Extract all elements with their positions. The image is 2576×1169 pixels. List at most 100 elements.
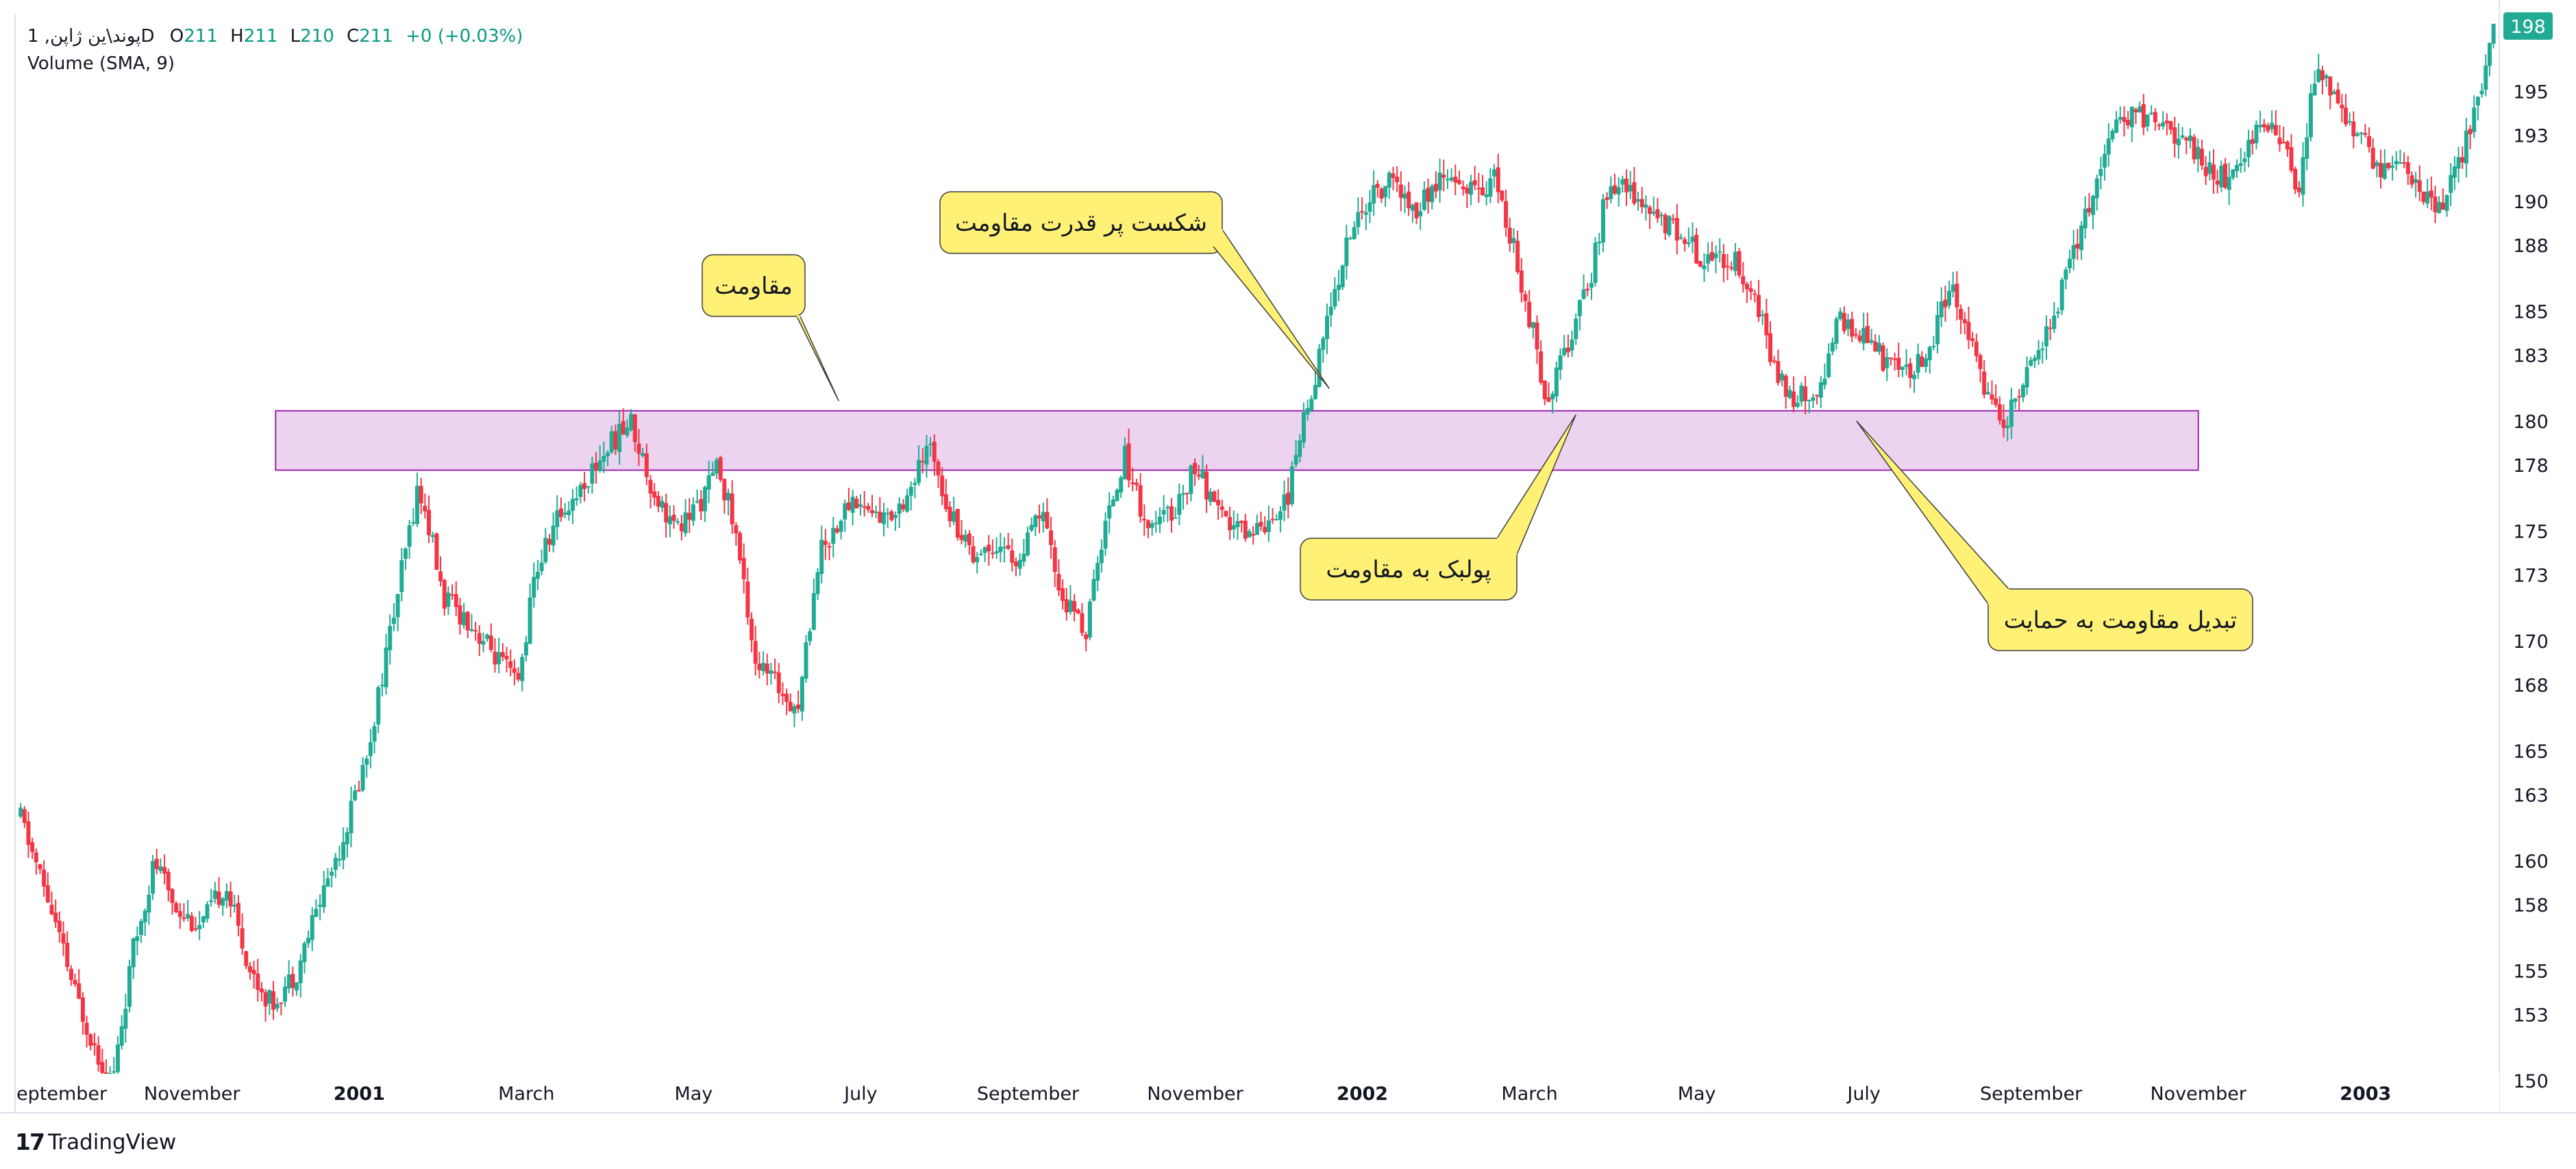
candle bbox=[1107, 492, 1112, 534]
candle-body bbox=[162, 867, 167, 874]
candle bbox=[528, 583, 532, 645]
candle bbox=[1021, 539, 1026, 567]
candle-body bbox=[866, 505, 871, 510]
resistance-zone[interactable] bbox=[275, 410, 2199, 471]
candle-body bbox=[578, 485, 583, 497]
candle-body bbox=[481, 641, 486, 645]
candle bbox=[1130, 467, 1135, 492]
tradingview-logo[interactable]: 17 TradingView bbox=[15, 1129, 176, 1155]
candle bbox=[590, 457, 595, 494]
candle-body bbox=[776, 672, 781, 694]
candle-body bbox=[221, 898, 225, 906]
candle bbox=[2052, 301, 2057, 334]
candle bbox=[551, 512, 556, 553]
candle-body bbox=[1826, 353, 1831, 377]
candle-body bbox=[1402, 193, 1407, 199]
candle-body bbox=[1651, 211, 1656, 214]
candle bbox=[279, 1002, 284, 1016]
candle bbox=[333, 853, 338, 879]
candle bbox=[1289, 461, 1294, 507]
candle bbox=[2138, 101, 2142, 113]
candle bbox=[2106, 123, 2111, 167]
candle-body bbox=[629, 414, 634, 431]
candle-body bbox=[256, 973, 260, 990]
candle bbox=[1313, 371, 1317, 401]
callout-box[interactable] bbox=[1987, 588, 2253, 651]
candle-body bbox=[750, 618, 754, 641]
candle-body bbox=[1286, 492, 1291, 505]
candle bbox=[2141, 94, 2146, 136]
candle bbox=[1084, 631, 1089, 652]
candle bbox=[773, 658, 778, 679]
candle-body bbox=[1298, 440, 1302, 457]
candle-body bbox=[1379, 188, 1384, 199]
candle-body bbox=[1659, 214, 1664, 216]
candle bbox=[1908, 357, 1913, 388]
candle bbox=[2289, 134, 2294, 173]
candle bbox=[1861, 312, 1866, 351]
candle bbox=[1565, 334, 1570, 357]
candle-body bbox=[905, 495, 910, 512]
candle-body bbox=[948, 507, 952, 522]
candle bbox=[119, 1015, 124, 1050]
callout-pullback[interactable]: پولبک به مقاومت bbox=[1300, 414, 1576, 601]
candle bbox=[1398, 171, 1403, 212]
callout-box[interactable] bbox=[1300, 538, 1518, 601]
candle bbox=[574, 486, 579, 506]
candle bbox=[1904, 349, 1909, 376]
candle-body bbox=[1535, 322, 1539, 350]
candle-body bbox=[26, 821, 31, 845]
candle-body bbox=[1985, 392, 1990, 394]
candle bbox=[1729, 261, 1734, 271]
candle bbox=[597, 445, 602, 473]
candle bbox=[1853, 327, 1858, 339]
callout-box[interactable] bbox=[939, 191, 1223, 254]
candle bbox=[2118, 106, 2122, 124]
candle-body bbox=[1644, 204, 1648, 208]
candle bbox=[734, 522, 739, 546]
callout-breakout[interactable]: شکست پر قدرت مقاومت bbox=[939, 191, 1330, 389]
candle bbox=[2367, 127, 2372, 153]
high-label: H bbox=[230, 26, 244, 47]
candle-body bbox=[1430, 186, 1435, 203]
candle-body bbox=[1173, 517, 1178, 519]
candle bbox=[2405, 155, 2410, 185]
candle bbox=[2126, 111, 2131, 129]
candle bbox=[1488, 168, 1493, 203]
candle bbox=[236, 895, 240, 937]
callout-flip[interactable]: تبدیل مقاومت به حمایت bbox=[1856, 420, 2253, 651]
candle bbox=[112, 1057, 116, 1074]
candle-body bbox=[251, 970, 256, 975]
candle-body bbox=[714, 460, 719, 474]
candle bbox=[1776, 349, 1781, 386]
candle bbox=[1204, 464, 1209, 513]
candle-body bbox=[815, 572, 820, 594]
candle-body bbox=[131, 938, 136, 968]
candle bbox=[430, 531, 435, 543]
candle-body bbox=[57, 920, 62, 933]
candle-body bbox=[1511, 238, 1516, 243]
candle bbox=[1154, 511, 1159, 533]
callout-box[interactable] bbox=[702, 254, 806, 317]
candle-body bbox=[1433, 184, 1438, 192]
callout-resistance[interactable]: مقاومت bbox=[702, 254, 839, 401]
candle bbox=[2320, 66, 2325, 95]
candle bbox=[30, 838, 35, 859]
candle-body bbox=[1663, 214, 1668, 234]
candle-body bbox=[193, 928, 198, 930]
candle bbox=[500, 642, 505, 662]
candle-body bbox=[1072, 601, 1077, 612]
candle bbox=[555, 495, 560, 540]
candle-body bbox=[469, 629, 474, 631]
candle bbox=[1317, 344, 1322, 388]
time-tick-label: March bbox=[498, 1083, 554, 1105]
candle-body bbox=[2417, 180, 2422, 192]
candle bbox=[1006, 533, 1011, 551]
candle-body bbox=[232, 905, 237, 907]
price-tick-label: 160 bbox=[2513, 851, 2549, 872]
candle-body bbox=[1441, 175, 1446, 178]
candle bbox=[908, 481, 913, 511]
candle bbox=[1539, 340, 1544, 385]
candle-body bbox=[1126, 443, 1131, 481]
